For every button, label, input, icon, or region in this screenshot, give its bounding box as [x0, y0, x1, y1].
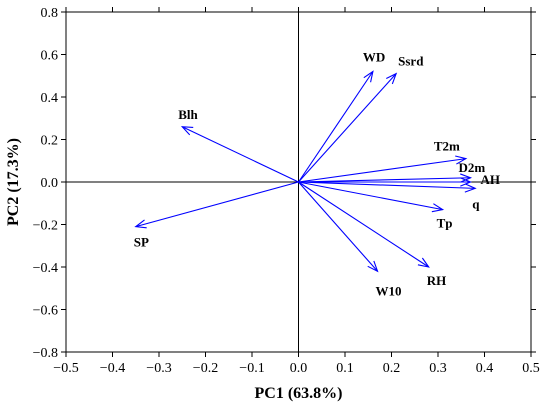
x-tick-label: 0.0	[290, 361, 308, 376]
vector-arrowhead	[464, 183, 477, 193]
x-tick-label: −0.3	[146, 361, 171, 376]
vector-label: WD	[363, 50, 385, 65]
vector-line	[298, 71, 374, 183]
x-tick-label: −0.2	[193, 361, 218, 376]
x-tick-label: −0.4	[100, 361, 125, 376]
vector-sp: SP	[134, 181, 299, 250]
vector-arrowhead	[134, 219, 147, 229]
y-tick-label: 0.6	[41, 49, 59, 64]
vector-label: RH	[427, 273, 447, 288]
y-axis-title: PC2 (17.3%)	[5, 138, 22, 226]
vector-label: q	[472, 196, 480, 211]
vector-t2m: T2m	[298, 139, 468, 183]
vector-label: SP	[134, 235, 149, 250]
x-tick-label: −0.1	[239, 361, 264, 376]
x-axis-title: PC1 (63.8%)	[255, 385, 343, 402]
vector-ssrd: Ssrd	[298, 54, 424, 183]
y-tick-label: −0.4	[33, 261, 58, 276]
vector-arrowhead	[431, 203, 445, 213]
vector-rh: RH	[298, 181, 447, 288]
vector-line	[298, 73, 397, 183]
vector-line	[298, 181, 430, 268]
x-tick-label: 0.4	[476, 361, 494, 376]
vector-arrowhead	[455, 155, 468, 165]
y-tick-label: 0.8	[41, 6, 59, 21]
x-tick-label: 0.5	[522, 361, 540, 376]
vector-line	[298, 177, 471, 183]
vector-arrowhead	[180, 126, 194, 136]
vector-wd: WD	[298, 50, 385, 183]
vector-arrowhead	[417, 257, 430, 268]
vector-arrowhead	[460, 177, 473, 187]
vector-line	[298, 181, 476, 189]
x-tick-label: 0.2	[383, 361, 401, 376]
x-tick-label: −0.5	[53, 361, 78, 376]
vector-arrowhead	[363, 70, 374, 83]
vector-d2m: D2m	[298, 160, 486, 183]
vector-label: Tp	[437, 216, 453, 231]
vector-label: Blh	[178, 107, 198, 122]
y-tick-label: 0.4	[41, 91, 59, 106]
vector-arrowhead	[460, 173, 473, 183]
y-tick-label: −0.2	[33, 219, 58, 234]
vector-label: AH	[481, 172, 501, 187]
vector-tp: Tp	[298, 181, 453, 231]
vector-label: T2m	[434, 139, 460, 154]
x-tick-label: 0.3	[429, 361, 447, 376]
vector-label: D2m	[459, 160, 486, 175]
vector-blh: Blh	[178, 107, 299, 183]
vector-arrowhead	[367, 260, 379, 273]
vector-ah: AH	[298, 172, 501, 187]
y-tick-label: 0.2	[41, 134, 59, 149]
axis-ticks: −0.5 −0.4 −0.3 −0.2 −0.1 0.0 0.1 0.2 0.3 0.4 0.5 −0…	[33, 6, 540, 376]
vector-q: q	[298, 181, 480, 211]
vector-arrowhead	[386, 72, 398, 85]
vector-line	[298, 181, 443, 211]
vector-w10: W10	[298, 181, 402, 298]
y-tick-label: 0.0	[41, 176, 59, 191]
vector-label: W10	[376, 283, 402, 298]
y-tick-label: −0.6	[33, 304, 58, 319]
vector-line	[298, 181, 378, 272]
vector-line	[182, 126, 299, 183]
x-tick-label: 0.1	[336, 361, 354, 376]
vector-label: Ssrd	[398, 54, 424, 69]
y-tick-label: −0.8	[33, 346, 58, 361]
vector-line	[135, 181, 299, 228]
vector-line	[298, 158, 466, 183]
